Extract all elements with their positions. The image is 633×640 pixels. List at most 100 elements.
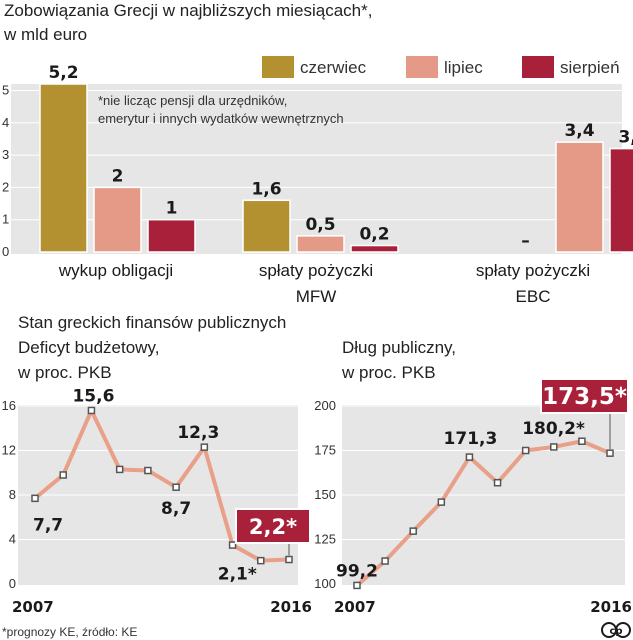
data-point: [493, 478, 502, 487]
logo-text: cp: [609, 626, 622, 637]
bar-y-tick-label: 1: [2, 212, 9, 227]
bar-value-label: 3,4: [564, 121, 594, 141]
line-y-tick-label: 8: [9, 487, 16, 502]
bar-y-axis: 0 1 2 3 4 5: [2, 82, 9, 259]
line-y-tick-label: 150: [314, 487, 336, 502]
x-axis-end-label: 2016: [270, 598, 312, 616]
data-point: [257, 556, 265, 565]
bar-chart-section: Zobowiązania Grecji w najbliższych miesi…: [2, 1, 633, 306]
data-point: [437, 498, 446, 506]
data-point: [521, 446, 530, 455]
bar-value-label: 2: [112, 166, 124, 186]
line-y-tick-label: 4: [9, 532, 16, 547]
debt-chart-section: Dług publiczny, w proc. PKB 100 125 150 175…: [314, 338, 632, 616]
bar-value-label: 3,2: [618, 128, 633, 148]
point-label: 180,2*: [522, 419, 585, 439]
bar-chart-title: Zobowiązania Grecji w najbliższych miesi…: [4, 1, 372, 20]
debt-chart-title: Dług publiczny,: [342, 338, 456, 357]
bar-value-label: –: [521, 231, 530, 251]
callout-value: 173,5*: [542, 384, 627, 410]
bar-x-axis: wykup obligacji spłaty pożyczki MFW spłaty …: [58, 261, 590, 306]
legend-swatch-lipiec: [406, 56, 438, 78]
line-y-tick-label: 175: [314, 443, 336, 458]
data-point: [144, 466, 152, 475]
deficit-chart-title: Deficyt budżetowy,: [18, 338, 159, 357]
line-y-tick-label: 0: [9, 576, 16, 591]
series-line: [33, 408, 291, 563]
legend-label: czerwiec: [300, 58, 367, 77]
bar-sierpien: [147, 218, 196, 253]
data-point: [285, 555, 293, 564]
bar-category-label-line2: MFW: [296, 287, 337, 306]
bar-czerwiec: [39, 83, 88, 253]
debt-series: 100 125 150 175 200 99,2 171,3 180,2* 173,5* 2007…: [314, 378, 632, 616]
bar-y-tick-label: 4: [2, 115, 9, 130]
data-point: [115, 465, 124, 474]
bar-y-tick-label: 2: [2, 179, 9, 194]
data-point: [87, 406, 96, 415]
data-point: [200, 443, 209, 451]
bar-lipiec: [296, 235, 345, 253]
deficit-series: 0 4 8 12 16 7,7 15,6 8,7 12,3 2,1* 2,2* 2007 2016: [2, 386, 312, 616]
line-y-tick-label: 100: [314, 576, 336, 591]
line-y-tick-label: 200: [314, 398, 336, 413]
callout-box: [235, 508, 311, 544]
footer-source: *prognozy KE, źródło: KE: [2, 625, 137, 639]
deficit-chart-subtitle: w proc. PKB: [17, 363, 112, 382]
bar-lipiec: [93, 186, 142, 253]
callout-box: [540, 378, 629, 414]
bar-y-tick-label: 0: [2, 244, 9, 259]
data-point: [353, 581, 361, 590]
callout-value: 2,2*: [249, 515, 297, 539]
bar-czerwiec: [242, 199, 291, 253]
section-title: Stan greckich finansów publicznych: [18, 313, 286, 332]
bar-annotation-line2: emerytur i innych wydatków wewnętrznych: [98, 111, 344, 126]
point-label: 7,7: [33, 515, 63, 535]
data-point: [606, 449, 614, 457]
debt-chart-subtitle: w proc. PKB: [341, 363, 436, 382]
bar-chart-subtitle: w mld euro: [3, 25, 87, 44]
legend-swatch-sierpien: [522, 56, 554, 78]
data-point: [465, 453, 474, 461]
bar-value-label: 0,5: [305, 215, 335, 235]
bar-category-label: spłaty pożyczki: [476, 261, 590, 280]
legend: czerwiec lipiec sierpień: [262, 56, 620, 78]
bar-y-tick-label: 5: [2, 82, 9, 97]
data-point: [550, 443, 558, 451]
legend-label: sierpień: [560, 58, 620, 77]
data-point: [59, 471, 67, 479]
series-line: [355, 439, 612, 588]
x-axis-start-label: 2007: [12, 598, 54, 616]
deficit-chart-section: Stan greckich finansów publicznych Defic…: [2, 313, 312, 616]
data-point: [381, 557, 389, 565]
data-point: [409, 527, 417, 535]
bar-sierpien: [609, 147, 633, 253]
line-y-tick-label: 12: [2, 443, 16, 458]
bar-annotation-line1: *nie licząc pensji dla urzędników,: [98, 93, 287, 108]
bar-value-label: 5,2: [48, 63, 78, 83]
data-point: [31, 494, 39, 503]
bar-value-label: 1: [166, 199, 178, 219]
legend-swatch-czerwiec: [262, 56, 294, 78]
data-point: [172, 483, 180, 491]
bar-value-label: 1,6: [251, 179, 281, 199]
line-y-tick-label: 16: [2, 398, 16, 413]
data-point: [228, 541, 237, 549]
bar-category-label: spłaty pożyczki: [259, 261, 373, 280]
bar-lipiec: [555, 141, 604, 253]
bar-y-tick-label: 3: [2, 147, 9, 162]
line-y-tick-label: 125: [314, 532, 336, 547]
bar-sierpien: [350, 244, 399, 253]
point-label: 8,7: [161, 499, 191, 519]
x-axis-start-label: 2007: [334, 598, 376, 616]
bar-category-label: wykup obligacji: [58, 261, 173, 280]
bar-value-label: 0,2: [359, 225, 389, 245]
point-label: 99,2: [336, 561, 378, 581]
bar-category-label-line2: EBC: [516, 287, 551, 306]
point-label: 2,1*: [218, 565, 257, 585]
point-label: 15,6: [72, 386, 114, 406]
point-label: 171,3: [444, 429, 498, 449]
x-axis-end-label: 2016: [590, 598, 632, 616]
bar-series: 5,2 1,6 – 2 0,5 3,4 1 0,2 3,2: [39, 63, 633, 253]
